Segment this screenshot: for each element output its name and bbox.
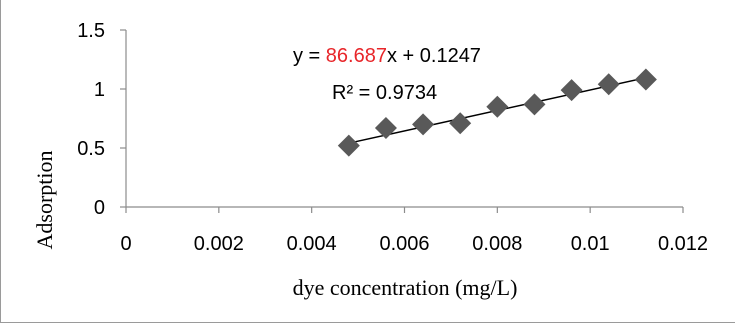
x-tick-label: 0.006 — [379, 233, 429, 255]
y-tick-label: 0.5 — [77, 138, 105, 160]
x-tick-label: 0.012 — [658, 233, 708, 255]
data-point — [634, 68, 657, 91]
data-point — [374, 116, 397, 139]
trendline-equation: y = 86.687x + 0.1247 — [293, 45, 481, 67]
data-point — [523, 93, 546, 116]
y-tick-label: 1 — [94, 79, 105, 101]
y-tick-label: 1.5 — [77, 20, 105, 42]
data-point — [597, 73, 620, 96]
equation-suffix: x + 0.1247 — [387, 45, 481, 67]
data-point — [412, 113, 435, 136]
r-squared-label: R² = 0.9734 — [332, 82, 437, 104]
data-point — [449, 112, 472, 135]
data-point — [486, 95, 509, 118]
data-point — [337, 134, 360, 157]
equation-prefix: y = — [293, 45, 326, 67]
x-axis-title: dye concentration (mg/L) — [293, 275, 518, 300]
y-axis-title: Adsorption — [32, 151, 57, 250]
x-tick-label: 0.01 — [571, 233, 610, 255]
x-tick-labels: 0 0.002 0.004 0.006 0.008 0.01 0.012 — [120, 207, 708, 255]
x-tick-label: 0 — [120, 233, 131, 255]
y-tick-label: 0 — [94, 197, 105, 219]
x-tick-label: 0.008 — [472, 233, 522, 255]
x-tick-label: 0.002 — [194, 233, 244, 255]
equation-slope: 86.687 — [326, 45, 387, 67]
data-points — [337, 68, 657, 157]
y-tick-labels: 0 0.5 1 1.5 — [77, 20, 126, 219]
data-point — [560, 79, 583, 102]
x-tick-label: 0.004 — [287, 233, 337, 255]
